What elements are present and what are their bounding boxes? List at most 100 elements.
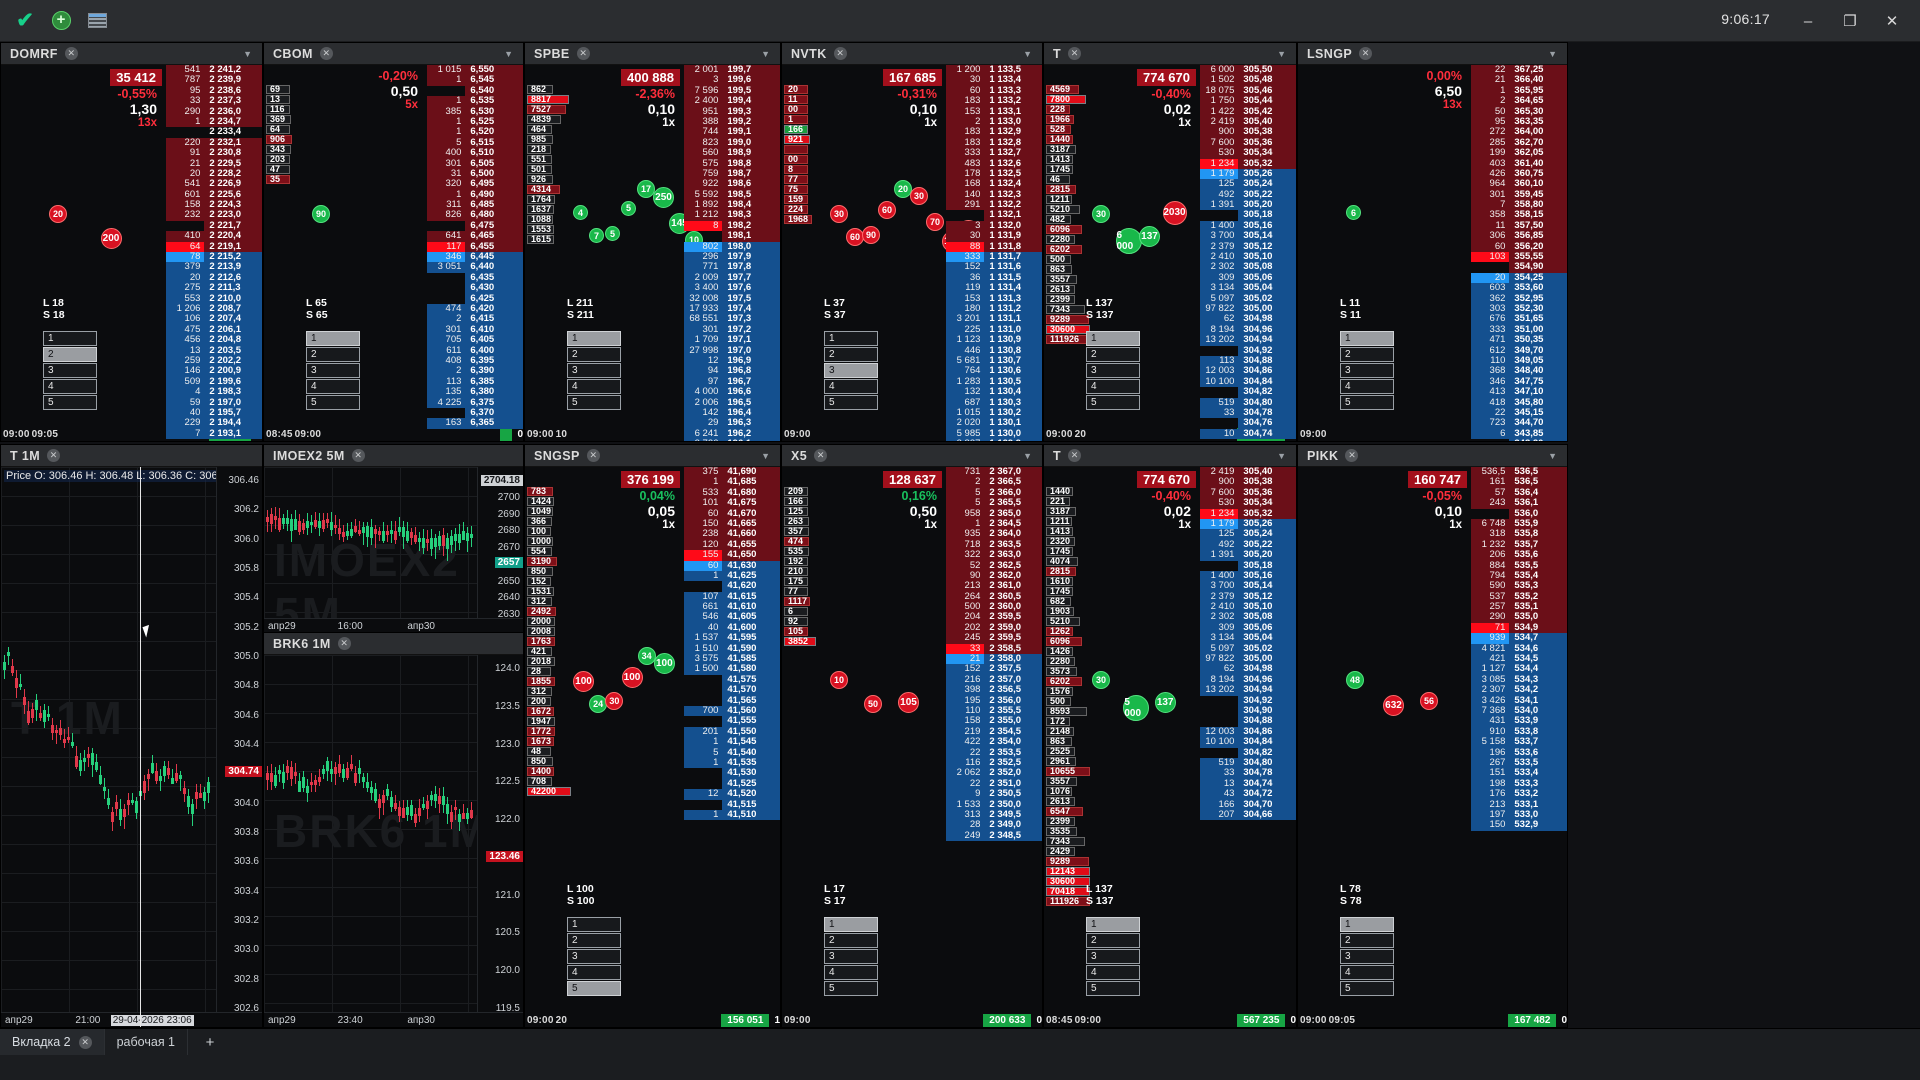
ladder-row[interactable]: 483 1 132,6 xyxy=(946,158,1042,169)
ladder-row[interactable]: 229 2 194,4 xyxy=(166,417,262,429)
trade-bubble[interactable]: 10 xyxy=(830,671,848,690)
ladder-row[interactable]: 354,90 xyxy=(1471,262,1567,273)
ladder-row[interactable]: 259 2 202,2 xyxy=(166,355,262,367)
ladder-row[interactable]: 431 533,9 xyxy=(1471,715,1567,727)
ladder-row[interactable]: 1 400 305,16 xyxy=(1200,220,1296,232)
ladder-row[interactable]: 106 2 207,4 xyxy=(166,313,262,325)
trade-bubble[interactable]: 70 xyxy=(926,213,944,232)
ladder-row[interactable]: 180 1 131,2 xyxy=(946,303,1042,315)
trade-bubble[interactable]: 2030 xyxy=(1162,200,1187,225)
ladder-row[interactable]: 2 221,7 xyxy=(166,220,262,232)
taskbar-tab[interactable]: Вкладка 2 ✕ xyxy=(0,1029,105,1055)
ladder-row[interactable]: 1 123 1 130,9 xyxy=(946,334,1042,346)
ladder-row[interactable]: 603 353,60 xyxy=(1471,282,1567,294)
trade-bubble[interactable]: 34 xyxy=(637,646,656,665)
ladder-row[interactable]: 343,20 xyxy=(1471,438,1567,441)
ladder-row[interactable]: 304,82 xyxy=(1200,386,1296,398)
ladder-row[interactable]: 32 008 197,5 xyxy=(684,293,780,304)
ladder-row[interactable]: 601 2 225,6 xyxy=(166,189,262,201)
ladder-row[interactable]: 151 533,4 xyxy=(1471,767,1567,779)
ladder-row[interactable]: 400 6,510 xyxy=(427,147,523,159)
ladder-row[interactable]: 41,575 xyxy=(684,674,780,686)
ladder-row[interactable]: 787 2 239,9 xyxy=(166,74,262,86)
quantity-button-1[interactable]: 1 xyxy=(1086,917,1140,932)
trade-bubble[interactable]: 105 xyxy=(898,692,919,714)
ladder-row[interactable]: 153 1 131,3 xyxy=(946,293,1042,304)
check-logo-icon[interactable]: ✔ xyxy=(16,9,34,32)
close-icon[interactable]: ✕ xyxy=(1359,47,1373,60)
trade-bubble[interactable]: 6 xyxy=(1346,205,1361,220)
ladder-row[interactable]: 5 681 1 130,7 xyxy=(946,355,1042,367)
ladder-row[interactable]: 290 2 236,0 xyxy=(166,106,262,117)
ladder-row[interactable]: 6,435 xyxy=(427,272,523,284)
ladder-row[interactable]: 2 419 305,40 xyxy=(1200,467,1296,478)
ladder-row[interactable]: 309 305,06 xyxy=(1200,272,1296,284)
ladder-row[interactable]: 2 233,4 xyxy=(166,126,262,138)
trade-bubble[interactable]: 5 xyxy=(605,226,620,242)
ladder-row[interactable]: 2 6,415 xyxy=(427,313,523,325)
ladder-row[interactable]: 301 197,2 xyxy=(684,324,780,336)
ladder-row[interactable]: 718 2 363,5 xyxy=(946,539,1042,551)
ladder-row[interactable]: 303 352,30 xyxy=(1471,303,1567,315)
chevron-down-icon[interactable]: ▼ xyxy=(1548,49,1557,59)
ladder-row[interactable]: 641 6,465 xyxy=(427,230,523,242)
ladder-row[interactable]: 456 2 204,8 xyxy=(166,334,262,346)
ladder-row[interactable]: 6 748 535,9 xyxy=(1471,518,1567,530)
ladder-row[interactable]: 13 304,74 xyxy=(1200,778,1296,790)
ladder-row[interactable]: 150 532,9 xyxy=(1471,819,1567,831)
ladder-row[interactable]: 198 533,3 xyxy=(1471,778,1567,790)
ladder-row[interactable]: 10 100 304,84 xyxy=(1200,736,1296,748)
ladder-row[interactable]: 20 354,25 xyxy=(1471,272,1567,284)
close-icon[interactable]: ✕ xyxy=(1068,47,1082,60)
ladder-row[interactable]: 101 41,675 xyxy=(684,497,780,509)
ladder-row[interactable]: 5 158 533,7 xyxy=(1471,736,1567,748)
ladder-row[interactable]: 60 356,20 xyxy=(1471,241,1567,253)
quantity-button-3[interactable]: 3 xyxy=(824,363,878,378)
ladder-row[interactable]: 20 2 228,2 xyxy=(166,168,262,180)
ladder-row[interactable]: 113 6,385 xyxy=(427,376,523,388)
quantity-button-1[interactable]: 1 xyxy=(824,331,878,346)
ladder-row[interactable]: 272 364,00 xyxy=(1471,126,1567,138)
ladder-row[interactable]: 700 41,560 xyxy=(684,705,780,717)
ladder-row[interactable]: 41,515 xyxy=(684,799,780,810)
trade-bubble[interactable]: 20 xyxy=(49,205,67,223)
trade-bubble[interactable]: 100 xyxy=(653,653,675,675)
ladder-row[interactable]: 206 535,6 xyxy=(1471,549,1567,561)
quantity-button-4[interactable]: 4 xyxy=(824,379,878,394)
quantity-button-2[interactable]: 2 xyxy=(1086,347,1140,362)
ladder-row[interactable]: 152 1 131,6 xyxy=(946,262,1042,273)
ladder-row[interactable]: 900 305,38 xyxy=(1200,476,1296,488)
ladder-row[interactable]: 6,540 xyxy=(427,85,523,97)
quantity-button-4[interactable]: 4 xyxy=(1086,965,1140,980)
ladder-row[interactable]: 304,82 xyxy=(1200,747,1296,758)
trade-bubble[interactable]: 5 000 xyxy=(1123,694,1150,721)
ladder-row[interactable]: 304,92 xyxy=(1200,695,1296,706)
quantity-button-4[interactable]: 4 xyxy=(1340,965,1394,980)
ladder-row[interactable]: 225 1 131,0 xyxy=(946,324,1042,336)
ladder-row[interactable]: 1 015 1 130,2 xyxy=(946,407,1042,419)
ladder-row[interactable]: 71 534,9 xyxy=(1471,622,1567,634)
ladder-row[interactable]: 541 2 226,9 xyxy=(166,178,262,190)
ladder-row[interactable]: 50 365,30 xyxy=(1471,106,1567,117)
trade-bubble[interactable]: 100 xyxy=(573,671,594,693)
ladder-row[interactable]: 546 41,605 xyxy=(684,612,780,623)
quantity-button-3[interactable]: 3 xyxy=(1340,363,1394,378)
trade-bubble[interactable]: 6 000 xyxy=(1115,228,1142,255)
quantity-button-5[interactable]: 5 xyxy=(1086,981,1140,996)
ladder-row[interactable]: 3 700 305,14 xyxy=(1200,230,1296,242)
ladder-row[interactable]: 103 355,55 xyxy=(1471,251,1567,263)
ladder-row[interactable]: 408 6,395 xyxy=(427,355,523,367)
ladder-row[interactable]: 275 2 211,3 xyxy=(166,282,262,294)
ladder-row[interactable]: 4 821 534,6 xyxy=(1471,643,1567,655)
ladder-row[interactable]: 2 001 199,7 xyxy=(684,65,780,76)
ladder-row[interactable]: 1 179 305,26 xyxy=(1200,168,1296,180)
ladder-row[interactable]: 12 196,9 xyxy=(684,355,780,367)
ladder-row[interactable]: 723 344,70 xyxy=(1471,417,1567,429)
ladder-row[interactable]: 125 305,24 xyxy=(1200,178,1296,190)
chevron-down-icon[interactable]: ▼ xyxy=(504,49,513,59)
ladder-row[interactable]: 309 305,06 xyxy=(1200,622,1296,634)
ladder-row[interactable]: 291 1 132,2 xyxy=(946,199,1042,211)
ladder-row[interactable]: 1 6,525 xyxy=(427,116,523,128)
ladder-row[interactable]: 97 196,7 xyxy=(684,376,780,388)
